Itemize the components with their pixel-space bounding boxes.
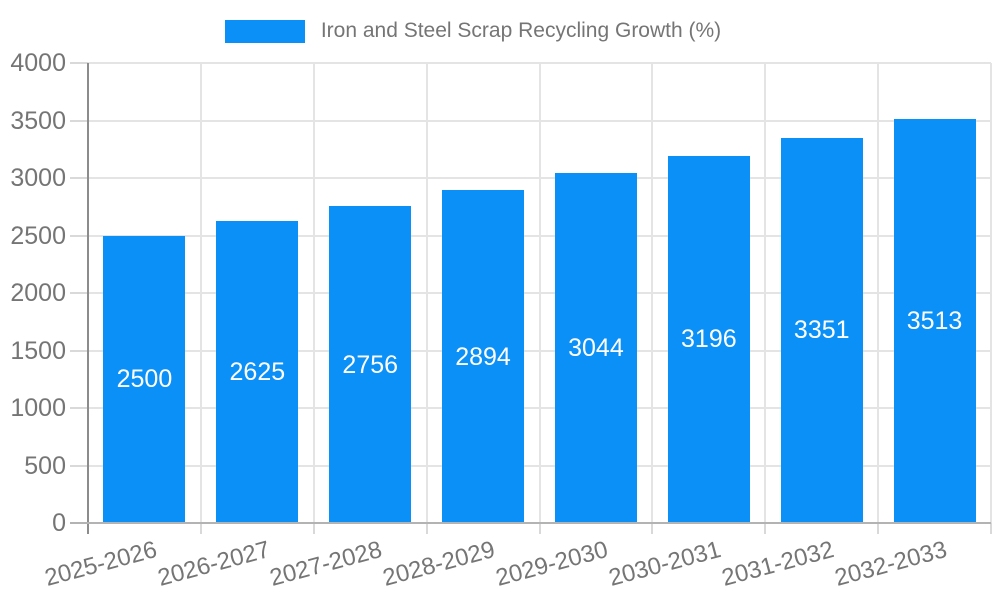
legend[interactable]: Iron and Steel Scrap Recycling Growth (%…: [0, 19, 973, 43]
x-axis-tick: [199, 523, 202, 534]
x-axis-tick-label: 2027-2028: [267, 536, 386, 592]
y-axis-tick: [70, 407, 88, 409]
x-axis-tick-label: 2029-2030: [493, 536, 611, 592]
bar[interactable]: [329, 206, 412, 523]
legend-label: Iron and Steel Scrap Recycling Growth (%…: [320, 19, 722, 42]
y-axis-tick: [70, 62, 88, 64]
x-axis-tick: [877, 523, 880, 534]
x-axis-line: [70, 522, 991, 524]
y-axis-tick-label: 3500: [10, 106, 66, 135]
y-axis-tick: [70, 464, 88, 467]
bar[interactable]: [893, 119, 976, 523]
grid-line-vertical: [199, 63, 202, 523]
x-axis-tick: [538, 523, 541, 534]
x-axis-tick: [425, 523, 428, 534]
bar-value-label: 3044: [568, 334, 624, 362]
x-axis-tick-label: 2028-2029: [380, 536, 499, 592]
bar-value-label: 2500: [116, 365, 173, 394]
grid-line-vertical: [538, 63, 541, 523]
y-axis-tick-label: 1500: [10, 336, 66, 365]
grid-line-vertical: [990, 63, 992, 523]
y-axis-line: [87, 63, 89, 534]
x-axis-tick: [764, 523, 767, 534]
bar[interactable]: [667, 155, 750, 523]
bar[interactable]: [103, 235, 186, 523]
bar[interactable]: [216, 221, 299, 523]
x-axis-tick: [651, 523, 654, 534]
y-axis-tick-label: 0: [52, 509, 66, 537]
y-axis-tick: [70, 349, 88, 352]
x-axis-tick-label: 2031-2032: [718, 536, 837, 592]
x-axis-tick-label: 2026-2027: [154, 536, 273, 592]
grid-line-vertical: [425, 63, 428, 523]
y-axis-tick-label: 1000: [10, 394, 66, 422]
grid-line-vertical: [651, 63, 654, 523]
x-axis-tick-label: 2030-2031: [605, 536, 724, 592]
bar[interactable]: [442, 190, 525, 523]
bar-value-label: 2625: [229, 358, 286, 387]
bar[interactable]: [554, 172, 637, 523]
bar-value-label: 3351: [793, 316, 850, 345]
bar-value-label: 2894: [455, 342, 511, 371]
y-axis-tick-label: 3000: [10, 164, 66, 192]
y-axis-tick: [70, 292, 88, 294]
y-axis-tick-label: 4000: [10, 49, 66, 77]
x-axis-tick: [312, 523, 315, 534]
x-axis-tick: [990, 523, 992, 534]
y-axis-tick-label: 2000: [10, 279, 66, 307]
legend-swatch: [224, 19, 305, 43]
y-axis-tick-label: 2500: [10, 221, 66, 250]
y-axis-tick-label: 500: [24, 451, 66, 480]
bar[interactable]: [780, 137, 863, 523]
grid-line-vertical: [877, 63, 880, 523]
y-axis-tick: [70, 177, 88, 179]
grid-line-vertical: [764, 63, 767, 523]
x-axis-tick-label: 2032-2033: [831, 536, 950, 592]
x-axis-tick-label: 2025-2026: [41, 536, 160, 592]
y-axis-tick: [70, 234, 88, 237]
grid-line-vertical: [312, 63, 315, 523]
bar-value-label: 3513: [906, 307, 963, 335]
bar-value-label: 3196: [681, 325, 737, 354]
bar-value-label: 2756: [342, 350, 399, 379]
y-axis-tick: [70, 119, 88, 122]
